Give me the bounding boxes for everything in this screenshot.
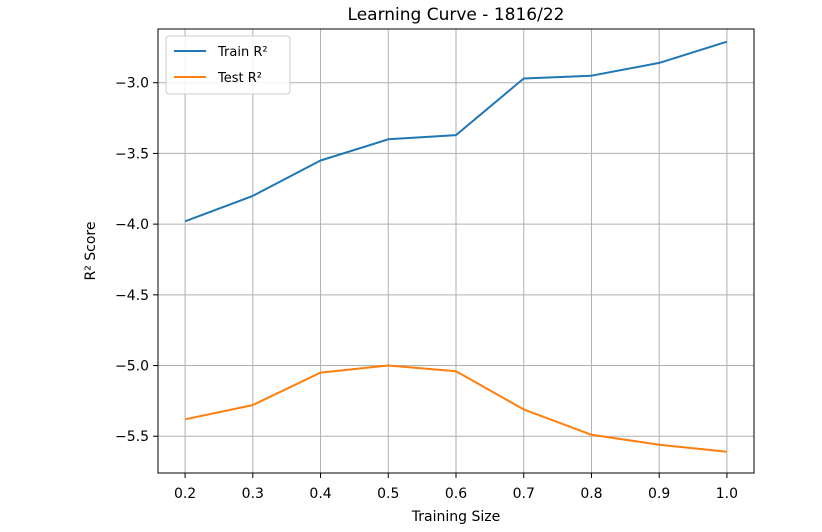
x-axis-label: Training Size (411, 509, 500, 525)
y-tick-label: −3.0 (115, 76, 149, 92)
x-tick-label: 0.9 (648, 486, 670, 502)
y-tick-label: −3.5 (115, 146, 149, 162)
x-tick-label: 0.4 (309, 486, 331, 502)
x-tick-label: 0.7 (513, 486, 535, 502)
y-axis-label: R² Score (83, 221, 99, 280)
x-tick-label: 0.5 (377, 486, 399, 502)
series-line-test (184, 364, 728, 453)
x-tick-label: 0.3 (242, 486, 264, 502)
y-tick-label: −5.0 (115, 359, 149, 375)
x-tick-label: 1.0 (716, 486, 738, 502)
y-tick-label: −4.0 (115, 217, 149, 233)
series-lines (184, 40, 728, 453)
y-tick-label: −4.5 (115, 288, 149, 304)
axis-ticks: 0.2 0.3 0.4 0.5 0.6 0.7 0.8 0.9 1.0 −3.0 −3.5 −4.0 −… (115, 76, 738, 502)
x-tick-label: 0.8 (580, 486, 602, 502)
x-tick-label: 0.2 (174, 486, 196, 502)
x-tick-label: 0.6 (445, 486, 467, 502)
legend: Train R² Test R² (165, 35, 291, 95)
chart-title: Learning Curve - 1816/22 (348, 5, 565, 25)
series-line-train (184, 40, 728, 223)
legend-label-test: Test R² (217, 71, 262, 86)
y-tick-label: −5.5 (115, 429, 149, 445)
grid (158, 29, 754, 473)
legend-label-train: Train R² (217, 45, 268, 60)
